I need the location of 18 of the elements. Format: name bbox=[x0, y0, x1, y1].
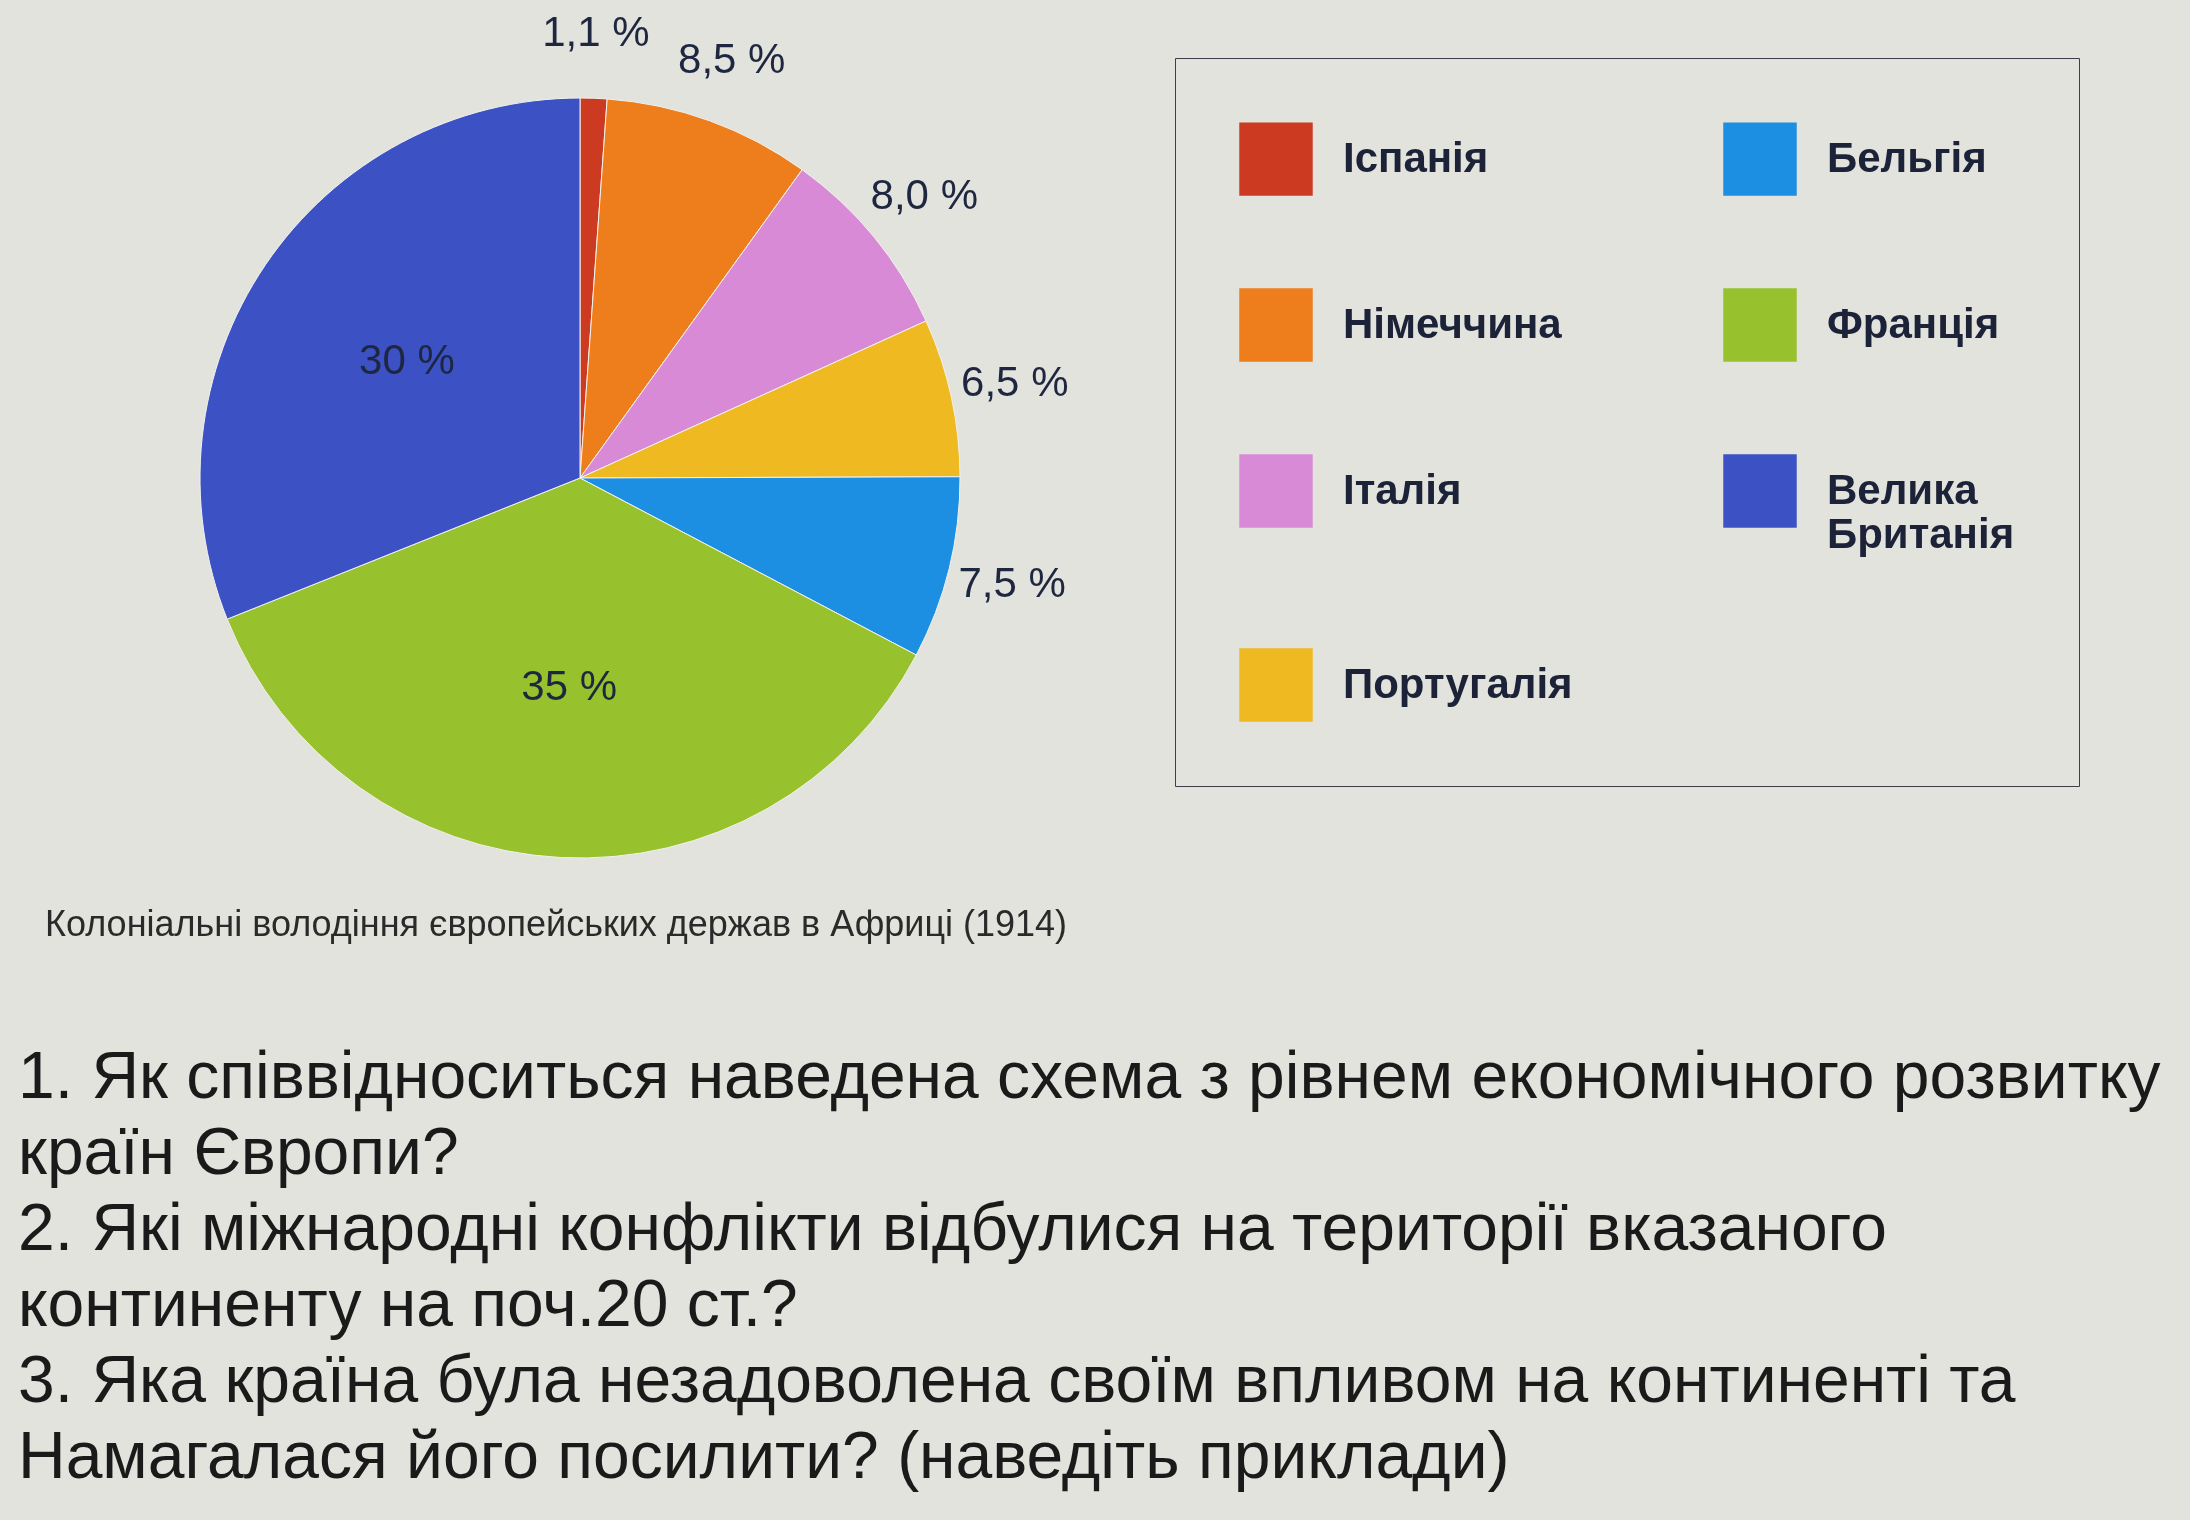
data-label: 8,0 % bbox=[870, 171, 978, 219]
legend-label: Італія bbox=[1343, 466, 1462, 513]
legend-label: Велика Британія bbox=[1827, 466, 2015, 557]
data-label: 8,5 % bbox=[678, 34, 786, 82]
legend-label: Франція bbox=[1827, 300, 2000, 347]
text: 2. Які міжнародні конфлікти відбулися на території вказаного континенту на поч.20 ст.? bbox=[18, 1190, 1887, 1340]
legend-label: Іспанія bbox=[1343, 134, 1489, 182]
data-label: 6,5 % bbox=[961, 358, 1069, 406]
data-label: 30 % bbox=[359, 335, 455, 383]
text: 1. Як співвідноситься наведена схема з рівнем економічного розвитку країн Європи? bbox=[18, 1038, 2161, 1188]
legend-label: Німеччина bbox=[1343, 300, 1563, 347]
text: Колоніальні володіння європейських держав в Африці (1914) bbox=[45, 903, 1068, 944]
legend-label: Португалія bbox=[1343, 660, 1573, 707]
text: 3. Яка країна була незадоволена своїм впливом на континенті та Намагалася його посилити? (наведіть приклади) bbox=[18, 1342, 2016, 1492]
legend-label: Бельгія bbox=[1827, 134, 1987, 182]
data-label: 35 % bbox=[521, 661, 617, 709]
data-label: 1,1 % bbox=[542, 8, 650, 56]
data-label: 7,5 % bbox=[958, 559, 1066, 607]
